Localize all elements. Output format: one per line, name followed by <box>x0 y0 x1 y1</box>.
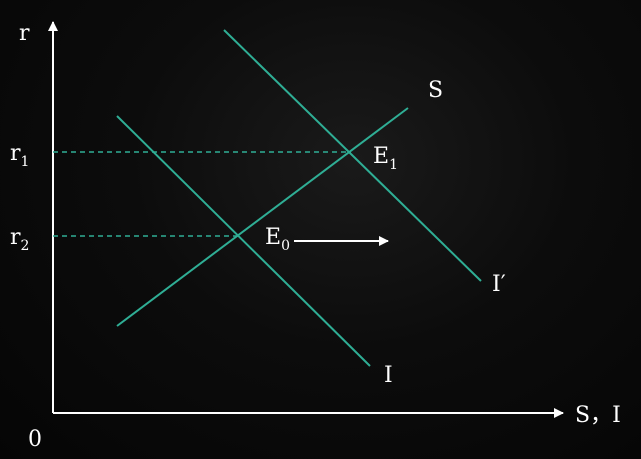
r2-tick-label: r2 <box>10 225 29 254</box>
investment-curve <box>116 115 371 367</box>
x-axis-label: S，I <box>575 403 621 428</box>
investment-shifted-curve <box>223 29 482 282</box>
y-axis-label: r <box>19 21 30 46</box>
saving-curve <box>116 107 409 327</box>
investment-shifted-curve-label: I′ <box>492 272 506 297</box>
investment-curve-label: I <box>384 363 393 388</box>
r1-tick-label: r1 <box>10 141 29 170</box>
equilibrium-e0-label: E0 <box>265 225 290 254</box>
saving-curve-label: S <box>428 78 443 103</box>
equilibrium-e1-label: E1 <box>373 144 398 173</box>
origin-label: 0 <box>28 427 42 452</box>
